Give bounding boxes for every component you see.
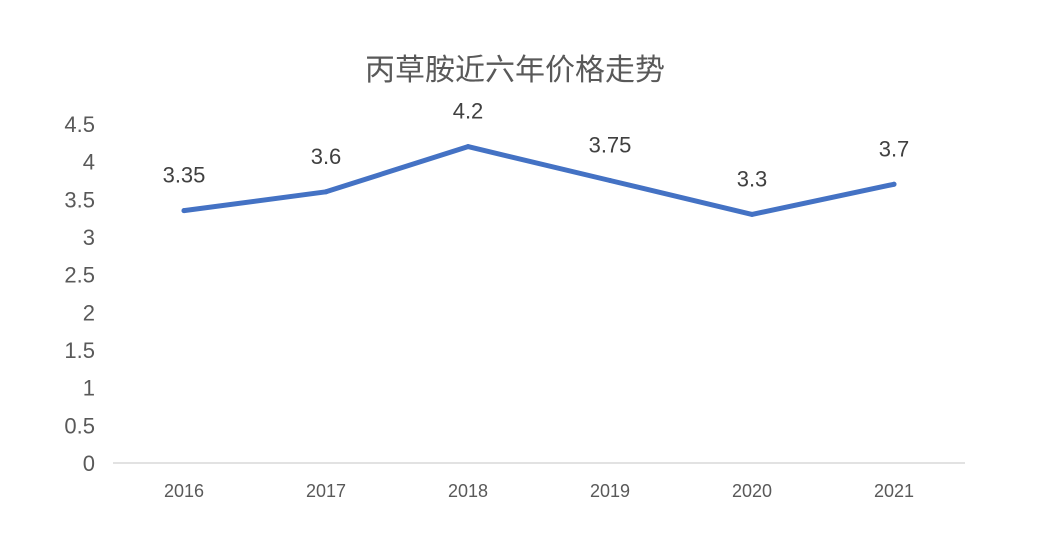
- y-tick-label: 0: [83, 451, 95, 476]
- data-label: 3.7: [879, 136, 910, 161]
- data-point: [607, 178, 613, 183]
- x-tick-label: 2018: [448, 481, 488, 501]
- y-tick-label: 1: [83, 376, 95, 401]
- x-axis-ticks: 2016 2017 2018 2019 2020 2021: [164, 481, 914, 501]
- data-label: 4.2: [453, 99, 484, 124]
- data-label: 3.6: [311, 144, 342, 169]
- x-tick-label: 2017: [306, 481, 346, 501]
- y-axis-ticks: 0 0.5 1 1.5 2 2.5 3 3.5 4 4.5: [64, 112, 95, 476]
- data-point: [749, 211, 755, 217]
- y-tick-label: 2.5: [64, 263, 95, 288]
- y-tick-label: 4.5: [64, 112, 95, 137]
- y-tick-label: 3: [83, 225, 95, 250]
- y-tick-label: 2: [83, 300, 95, 325]
- data-label: 3.75: [589, 133, 632, 158]
- y-tick-label: 4: [83, 150, 95, 175]
- data-label: 3.3: [737, 166, 768, 191]
- y-tick-label: 1.5: [64, 338, 95, 363]
- x-tick-label: 2019: [590, 481, 630, 501]
- x-tick-label: 2021: [874, 481, 914, 501]
- data-point: [891, 181, 897, 187]
- chart-title: 丙草胺近六年价格走势: [365, 53, 665, 88]
- y-tick-label: 3.5: [64, 187, 95, 212]
- data-point: [181, 208, 187, 214]
- data-label: 3.35: [163, 163, 206, 188]
- data-point: [323, 189, 329, 195]
- data-labels: 3.35 3.6 4.2 3.75 3.3 3.7: [163, 99, 910, 192]
- x-tick-label: 2020: [732, 481, 772, 501]
- x-tick-label: 2016: [164, 481, 204, 501]
- series-line: [181, 144, 897, 217]
- series-group: [181, 144, 897, 217]
- data-point: [465, 144, 471, 150]
- y-tick-label: 0.5: [64, 413, 95, 438]
